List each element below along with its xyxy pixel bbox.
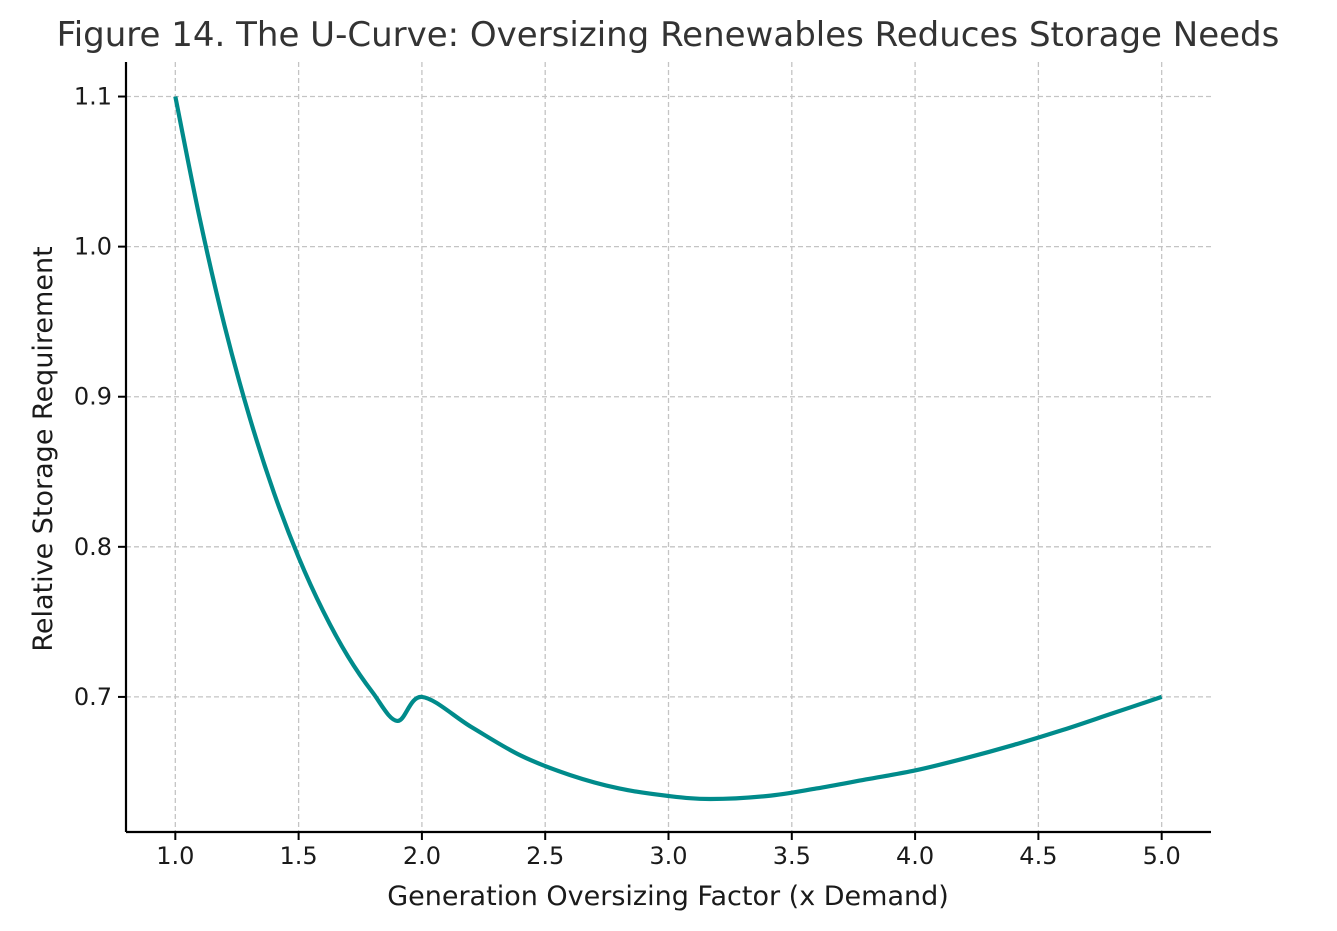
x-tick-label: 4.5 <box>1019 842 1057 870</box>
x-tick-label: 1.5 <box>280 842 318 870</box>
x-tick-label: 4.0 <box>896 842 934 870</box>
y-tick-label: 0.8 <box>74 533 112 561</box>
y-tick-label: 1.0 <box>74 233 112 261</box>
chart-title: Figure 14. The U-Curve: Oversizing Renew… <box>57 15 1280 55</box>
x-tick-label: 3.5 <box>773 842 811 870</box>
grid-layer <box>126 62 1211 832</box>
x-tick-label: 1.0 <box>156 842 194 870</box>
y-axis-label: Relative Storage Requirement <box>28 246 59 651</box>
ticks-layer: 1.0 1.5 2.0 2.5 3.0 3.5 4.0 4.5 5.0 0.7 0.8 0.9 1.0 1… <box>74 83 1181 870</box>
y-tick-label: 0.7 <box>74 683 112 711</box>
x-axis-label: Generation Oversizing Factor (x Demand) <box>387 881 949 912</box>
y-tick-label: 0.9 <box>74 383 112 411</box>
series-layer <box>173 96 1163 802</box>
x-tick-label: 5.0 <box>1143 842 1181 870</box>
y-tick-label: 1.1 <box>74 83 112 111</box>
x-tick-label: 2.5 <box>526 842 564 870</box>
x-tick-label: 3.0 <box>649 842 687 870</box>
x-tick-label: 2.0 <box>403 842 441 870</box>
series-line <box>173 96 1163 802</box>
